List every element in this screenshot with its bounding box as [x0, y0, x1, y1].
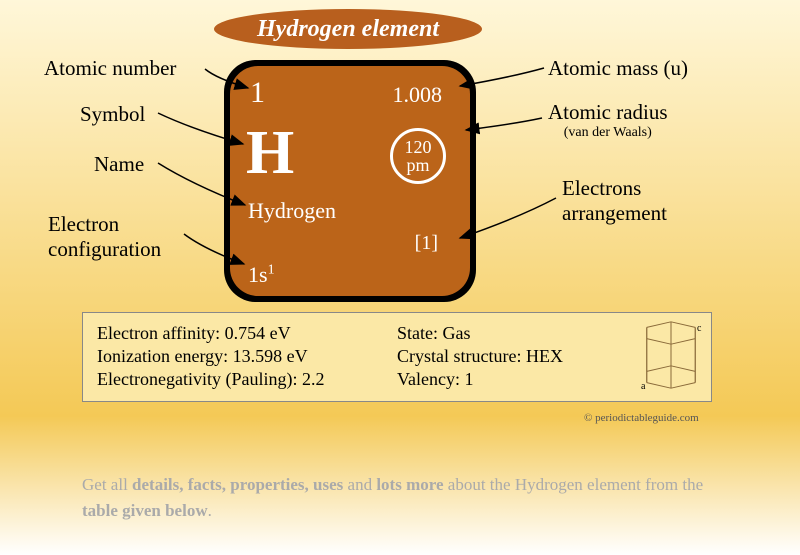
label-atomic_mass: Atomic mass (u) — [548, 56, 688, 81]
label-symbol: Symbol — [80, 102, 145, 127]
label-atomic_radius: Atomic radius(van der Waals) — [548, 100, 668, 141]
label-electrons_arr: Electronsarrangement — [562, 176, 667, 226]
property-row: Electronegativity (Pauling): 2.2 — [97, 369, 397, 390]
footer-text: Get all details, facts, properties, uses… — [82, 472, 722, 523]
label-name: Name — [94, 152, 144, 177]
crystal-structure-icon: ac — [637, 319, 705, 391]
properties-left-column: Electron affinity: 0.754 eVIonization en… — [97, 321, 397, 393]
svg-text:a: a — [641, 381, 646, 391]
infographic-canvas: Hydrogen element 1 1.008 H 120 pm Hydrog… — [0, 0, 800, 555]
label-electron_config: Electronconfiguration — [48, 212, 161, 262]
property-row: Ionization energy: 13.598 eV — [97, 346, 397, 367]
property-row: Electron affinity: 0.754 eV — [97, 323, 397, 344]
properties-box: Electron affinity: 0.754 eVIonization en… — [82, 312, 712, 402]
credit-text: © periodictableguide.com — [584, 412, 699, 424]
label-atomic_number: Atomic number — [44, 56, 176, 81]
svg-text:c: c — [697, 323, 702, 334]
